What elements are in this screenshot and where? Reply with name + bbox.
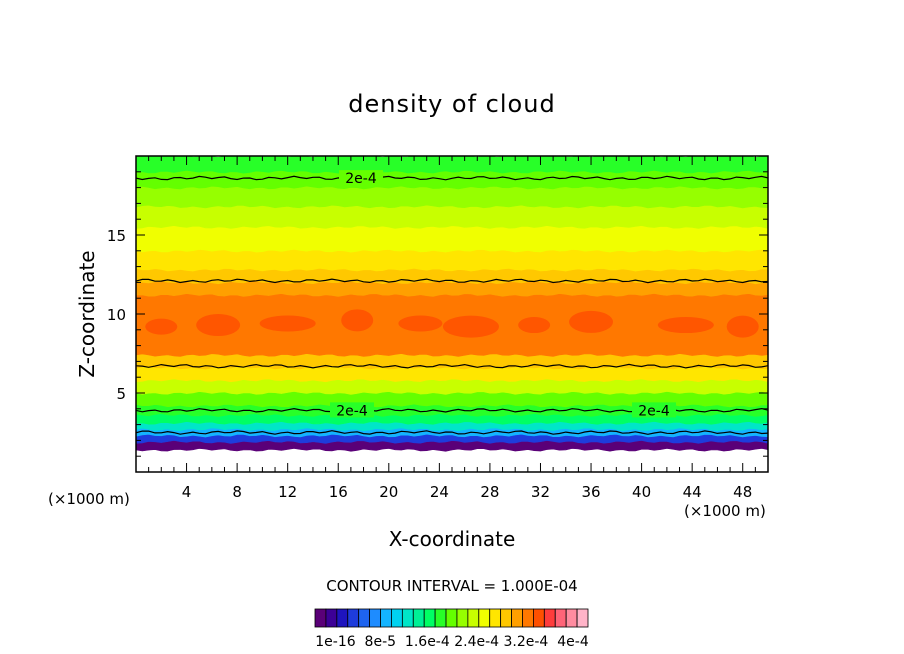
contour-label-background xyxy=(330,402,374,418)
x-tick-label: 32 xyxy=(531,483,550,501)
dense-core-patch xyxy=(726,315,759,338)
y-unit-label: (×1000 m) xyxy=(48,490,130,508)
contour-line xyxy=(136,278,768,284)
colorbar-swatch xyxy=(533,608,545,628)
colorbar-swatch xyxy=(511,608,523,628)
contour-bands xyxy=(136,156,768,472)
contour-line xyxy=(136,430,768,435)
contour-band xyxy=(136,280,768,297)
y-tick-label: 10 xyxy=(107,306,126,324)
x-tick-label: 48 xyxy=(733,483,752,501)
dense-core-patch xyxy=(657,317,714,334)
colorbar-swatch xyxy=(358,608,370,628)
contour-line-label: 2e-4 xyxy=(345,171,377,187)
contour-patches xyxy=(145,309,759,338)
x-tick-label: 4 xyxy=(182,483,192,501)
x-tick-label: 44 xyxy=(683,483,702,501)
x-tick-label: 8 xyxy=(232,483,242,501)
colorbar xyxy=(314,608,589,628)
colorbar-swatch xyxy=(456,608,469,628)
colorbar-swatch xyxy=(445,608,458,628)
colorbar-swatch xyxy=(522,608,534,628)
colorbar-swatch xyxy=(554,608,567,628)
x-axis-ticks: 4 8 12 16 20 24 28 32 36 40 44 48 xyxy=(148,156,769,501)
x-unit-label: (×1000 m) xyxy=(684,502,766,520)
colorbar-swatch xyxy=(489,608,502,628)
dense-core-patch xyxy=(442,315,499,338)
contour-label-background xyxy=(632,402,676,418)
colorbar-swatch xyxy=(401,608,414,628)
contour-band xyxy=(136,248,768,272)
x-axis-label: X-coordinate xyxy=(389,527,516,551)
contour-line-label: 2e-4 xyxy=(336,403,368,419)
colorbar-swatch xyxy=(423,608,436,628)
dense-core-patch xyxy=(398,315,443,332)
colorbar-swatch xyxy=(336,608,349,628)
contour-band xyxy=(136,185,768,209)
contour-line xyxy=(136,363,768,369)
dense-core-patch xyxy=(569,310,614,333)
y-tick-label: 5 xyxy=(116,385,126,403)
colorbar-swatch xyxy=(391,608,403,628)
contour-band xyxy=(136,169,768,190)
dense-core-patch xyxy=(145,318,178,335)
contour-line-label: 2e-4 xyxy=(638,403,670,419)
x-tick-label: 24 xyxy=(430,483,449,501)
dense-core-patch xyxy=(341,309,374,332)
contour-band xyxy=(136,225,768,253)
colorbar-swatch xyxy=(347,608,360,628)
x-tick-label: 16 xyxy=(329,483,348,501)
colorbar-swatch xyxy=(543,608,556,628)
x-tick-label: 36 xyxy=(581,483,600,501)
x-tick-label: 28 xyxy=(480,483,499,501)
colorbar-swatch xyxy=(434,608,447,628)
x-tick-label: 20 xyxy=(379,483,398,501)
colorbar-swatch xyxy=(369,608,381,628)
chart-title: density of cloud xyxy=(348,90,555,118)
colorbar-labels: 1e-16 8e-5 1.6e-4 2.4e-4 3.2e-4 4e-4 xyxy=(315,634,589,650)
dense-core-patch xyxy=(259,315,316,332)
y-tick-label: 15 xyxy=(107,227,126,245)
y-axis-ticks: 5 10 15 xyxy=(107,155,768,457)
contour-band xyxy=(136,204,768,229)
contour-interval-label: CONTOUR INTERVAL = 1.000E-04 xyxy=(326,577,577,595)
x-tick-label: 40 xyxy=(632,483,651,501)
colorbar-swatch xyxy=(380,608,392,628)
dense-core-patch xyxy=(196,314,241,337)
colorbar-swatch xyxy=(412,608,425,628)
plot-area xyxy=(136,156,768,472)
contour-line xyxy=(136,175,768,181)
colorbar-swatch xyxy=(478,608,491,628)
colorbar-swatch xyxy=(314,608,327,628)
dense-core-patch xyxy=(518,317,551,334)
colorbar-swatch xyxy=(500,608,512,628)
contour-line-labels: 2e-4 2e-4 2e-4 xyxy=(330,170,676,419)
x-tick-label: 12 xyxy=(278,483,297,501)
colorbar-swatch xyxy=(565,608,578,628)
contour-label-background xyxy=(339,170,383,186)
colorbar-swatch xyxy=(576,608,589,628)
y-axis-label: Z-coordinate xyxy=(75,250,99,377)
colorbar-swatch xyxy=(325,608,338,628)
colorbar-swatch xyxy=(467,608,480,628)
